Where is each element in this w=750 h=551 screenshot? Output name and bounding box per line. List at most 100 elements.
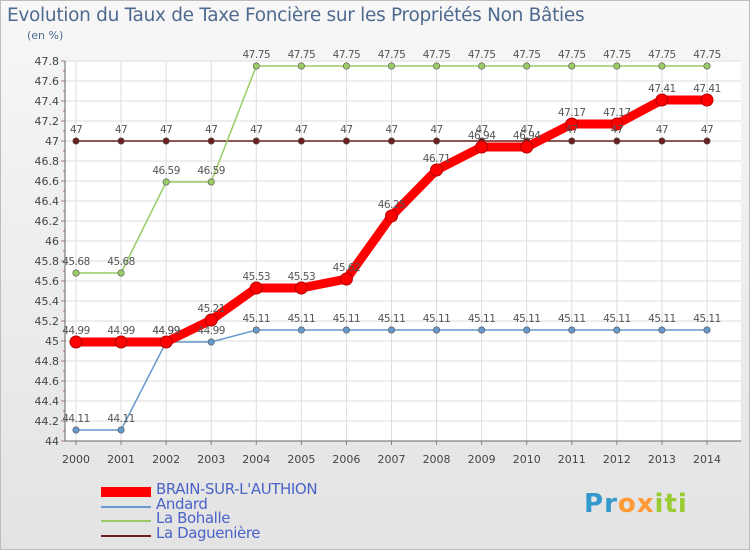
data-label: 45.11	[693, 313, 721, 325]
legend-swatch	[101, 520, 151, 522]
logo-letter: i	[677, 489, 688, 519]
data-label: 47	[475, 124, 487, 136]
data-point	[207, 137, 215, 145]
data-point	[658, 137, 666, 145]
y-tick-label: 47.6	[35, 75, 60, 88]
data-label: 47.41	[693, 83, 721, 95]
y-tick-label: 45.6	[35, 275, 60, 288]
data-label: 44.99	[152, 325, 180, 337]
x-tick-label: 2008	[423, 453, 451, 466]
data-label: 47.75	[693, 49, 721, 61]
x-tick-label: 2009	[468, 453, 496, 466]
y-tick-label: 46.6	[35, 175, 60, 188]
proxiti-logo: Proxiti	[584, 489, 688, 519]
data-point	[387, 137, 395, 145]
data-point	[613, 62, 621, 70]
data-point	[658, 326, 666, 334]
data-point	[297, 62, 305, 70]
data-label: 45.11	[288, 313, 316, 325]
data-point	[568, 326, 576, 334]
data-label: 47.75	[243, 49, 271, 61]
data-point	[207, 338, 215, 346]
data-label: 44.99	[152, 325, 180, 337]
data-label: 47	[115, 124, 127, 136]
data-point	[523, 62, 531, 70]
data-point	[433, 137, 441, 145]
data-label: 45.11	[378, 313, 406, 325]
data-point	[703, 326, 711, 334]
data-point	[568, 137, 576, 145]
data-label: 47	[611, 124, 623, 136]
data-label: 45.21	[197, 303, 225, 315]
data-label: 47	[250, 124, 262, 136]
data-point	[387, 326, 395, 334]
legend-swatch	[101, 505, 151, 508]
x-tick-label: 2004	[242, 453, 270, 466]
y-tick-label: 47.4	[35, 95, 60, 108]
data-label: 47.75	[378, 49, 406, 61]
data-point	[478, 326, 486, 334]
legend-label: La Bohalle	[156, 509, 231, 527]
legend-swatch	[101, 487, 151, 497]
y-tick-label: 45.8	[35, 255, 60, 268]
y-tick-label: 45.2	[35, 315, 60, 328]
y-tick-label: 46	[45, 235, 59, 248]
data-point	[249, 281, 263, 295]
data-label: 46.59	[152, 165, 180, 177]
data-label: 45.11	[513, 313, 541, 325]
legend-label: BRAIN-SUR-L'AUTHION	[156, 480, 318, 498]
data-point	[72, 426, 80, 434]
logo-letter: o	[617, 489, 637, 519]
x-tick-label: 2007	[378, 453, 406, 466]
data-label: 44.99	[197, 325, 225, 337]
data-label: 47	[70, 124, 82, 136]
data-point	[703, 62, 711, 70]
x-tick-label: 2006	[332, 453, 360, 466]
data-label: 45.62	[333, 262, 361, 274]
data-point	[204, 313, 218, 327]
data-point	[658, 62, 666, 70]
y-tick-label: 45	[45, 335, 59, 348]
data-label: 45.53	[288, 271, 316, 283]
data-label: 47.75	[468, 49, 496, 61]
data-point	[342, 62, 350, 70]
data-point	[478, 62, 486, 70]
data-point	[297, 137, 305, 145]
data-point	[117, 269, 125, 277]
data-label: 44.99	[107, 325, 135, 337]
data-point	[568, 62, 576, 70]
data-label: 45.11	[648, 313, 676, 325]
data-label: 44.99	[62, 325, 90, 337]
data-label: 45.11	[243, 313, 271, 325]
y-tick-label: 44.8	[35, 355, 60, 368]
data-label: 47	[295, 124, 307, 136]
x-tick-label: 2014	[693, 453, 721, 466]
data-label: 45.11	[558, 313, 586, 325]
data-point	[72, 137, 80, 145]
data-point	[613, 137, 621, 145]
data-point	[162, 178, 170, 186]
data-label: 44.11	[107, 413, 135, 425]
data-label: 47	[656, 124, 668, 136]
data-point	[339, 272, 353, 286]
data-point	[114, 335, 128, 349]
x-tick-label: 2012	[603, 453, 631, 466]
data-label: 44.11	[62, 413, 90, 425]
data-point	[385, 209, 398, 223]
data-point	[342, 137, 350, 145]
y-tick-label: 46.8	[35, 155, 60, 168]
x-tick-label: 2000	[62, 453, 90, 466]
data-label: 47	[205, 124, 217, 136]
data-point	[252, 326, 260, 334]
data-label: 47.17	[603, 107, 631, 119]
data-point	[117, 137, 125, 145]
data-point	[207, 178, 215, 186]
logo-letter: i	[654, 489, 665, 519]
x-tick-label: 2005	[287, 453, 315, 466]
logo-letter: x	[636, 489, 655, 519]
y-tick-label: 46.4	[35, 195, 60, 208]
data-label: 47.75	[513, 49, 541, 61]
logo-letter: t	[664, 489, 678, 519]
y-tick-label: 44.4	[35, 395, 60, 408]
